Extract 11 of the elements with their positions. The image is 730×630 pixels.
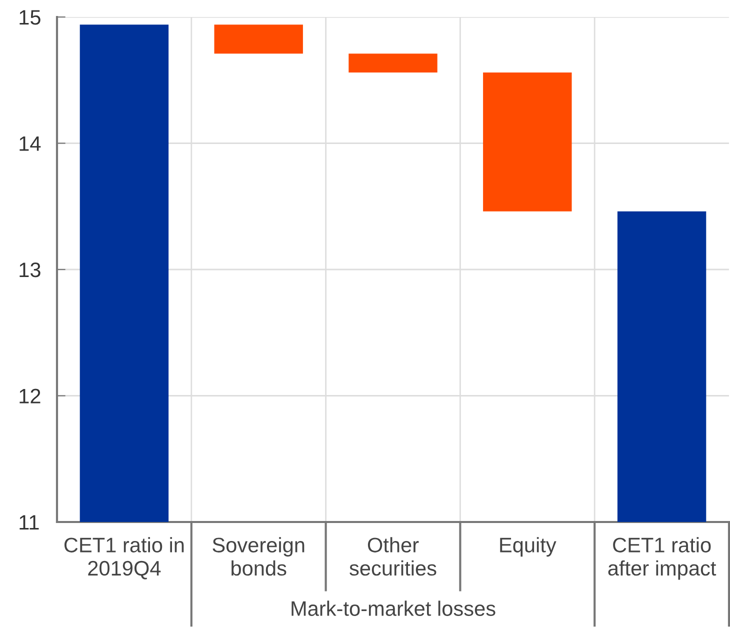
x-tick-label: Equity	[500, 537, 556, 557]
y-tick-label: 15	[20, 10, 40, 25]
y-tick-label: 13	[20, 262, 40, 278]
x-tick-label: CET1 ratio in 2019Q4	[64, 537, 184, 580]
x-tick-label: Sovereign bonds	[212, 537, 304, 576]
y-tick-label: 14	[20, 136, 41, 151]
x-tick-label: CET1 ratio after impact	[608, 537, 716, 580]
x-tick-label: Other securities	[350, 537, 436, 576]
y-tick-label: 12	[20, 388, 40, 404]
y-tick-label: 11	[20, 515, 39, 530]
text: Mark-to-market losses	[292, 600, 496, 616]
